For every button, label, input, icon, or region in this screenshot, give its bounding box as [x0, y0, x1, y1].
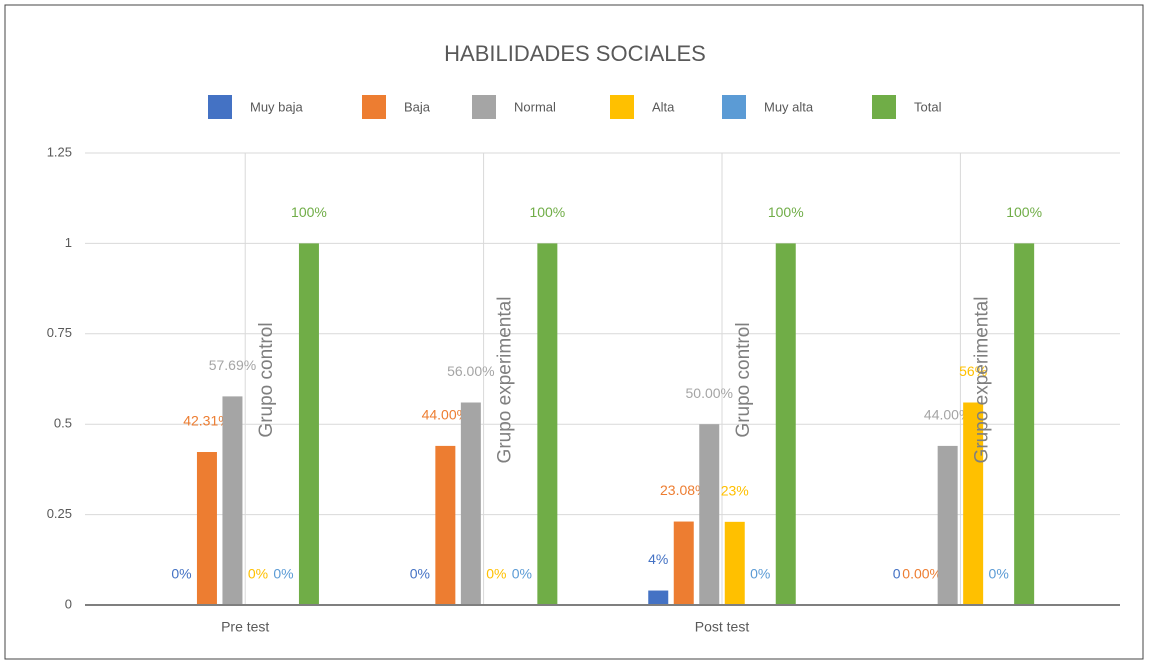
data-label: 50.00% — [686, 385, 733, 401]
legend-swatch — [722, 95, 746, 119]
bar — [775, 243, 796, 605]
bar — [937, 445, 958, 605]
category-label: Grupo control — [256, 322, 277, 437]
y-tick-label: 0.25 — [47, 506, 72, 521]
y-tick-label: 0.75 — [47, 325, 72, 340]
bar — [1014, 243, 1035, 605]
y-tick-label: 0.5 — [54, 416, 72, 431]
data-label: 57.69% — [209, 357, 256, 373]
data-label: 0% — [486, 566, 506, 582]
data-label: 0% — [248, 566, 268, 582]
data-label: 0% — [989, 566, 1009, 582]
data-label: 0% — [273, 566, 293, 582]
bar — [460, 402, 481, 605]
bar — [298, 243, 319, 605]
legend-swatch — [362, 95, 386, 119]
category-label: Grupo control — [733, 322, 754, 437]
data-label: 0% — [410, 566, 430, 582]
legend-label: Total — [914, 99, 942, 114]
legend-swatch — [872, 95, 896, 119]
bar — [699, 424, 720, 605]
data-label: 100% — [768, 204, 804, 220]
data-label: 4% — [648, 551, 668, 567]
data-label: 0 — [893, 566, 901, 582]
bar — [537, 243, 558, 605]
legend-swatch — [610, 95, 634, 119]
x-group-label: Pre test — [221, 619, 269, 635]
legend-label: Muy alta — [764, 99, 814, 114]
legend-label: Muy baja — [250, 99, 304, 114]
data-label: 23.08% — [660, 482, 707, 498]
data-label: 42.31% — [183, 413, 230, 429]
data-label: 56% — [959, 363, 987, 379]
legend-swatch — [472, 95, 496, 119]
data-label: 23% — [721, 483, 749, 499]
chart-title: HABILIDADES SOCIALES — [444, 41, 706, 66]
bar — [196, 452, 217, 605]
legend-label: Normal — [514, 99, 556, 114]
data-label: 0% — [171, 566, 191, 582]
legend-label: Alta — [652, 99, 675, 114]
bar — [648, 590, 669, 605]
y-tick-label: 0 — [65, 596, 72, 611]
legend-swatch — [208, 95, 232, 119]
y-tick-label: 1.25 — [47, 144, 72, 159]
bar — [724, 521, 745, 605]
category-label: Grupo experimental — [495, 297, 516, 464]
data-label: 44.00% — [422, 407, 469, 423]
data-label: 56.00% — [447, 363, 494, 379]
data-label: 44.00% — [924, 407, 971, 423]
category-label: Grupo experimental — [971, 297, 992, 464]
data-label: 0.00% — [902, 566, 942, 582]
data-label: 100% — [529, 204, 565, 220]
bar — [963, 402, 984, 605]
x-group-label: Post test — [695, 619, 750, 635]
bar — [435, 445, 456, 605]
data-label: 100% — [291, 204, 327, 220]
bar — [673, 521, 694, 605]
data-label: 100% — [1006, 204, 1042, 220]
bar — [222, 396, 243, 605]
data-label: 0% — [512, 566, 532, 582]
y-tick-label: 1 — [65, 235, 72, 250]
data-label: 0% — [750, 566, 770, 582]
legend-label: Baja — [404, 99, 431, 114]
